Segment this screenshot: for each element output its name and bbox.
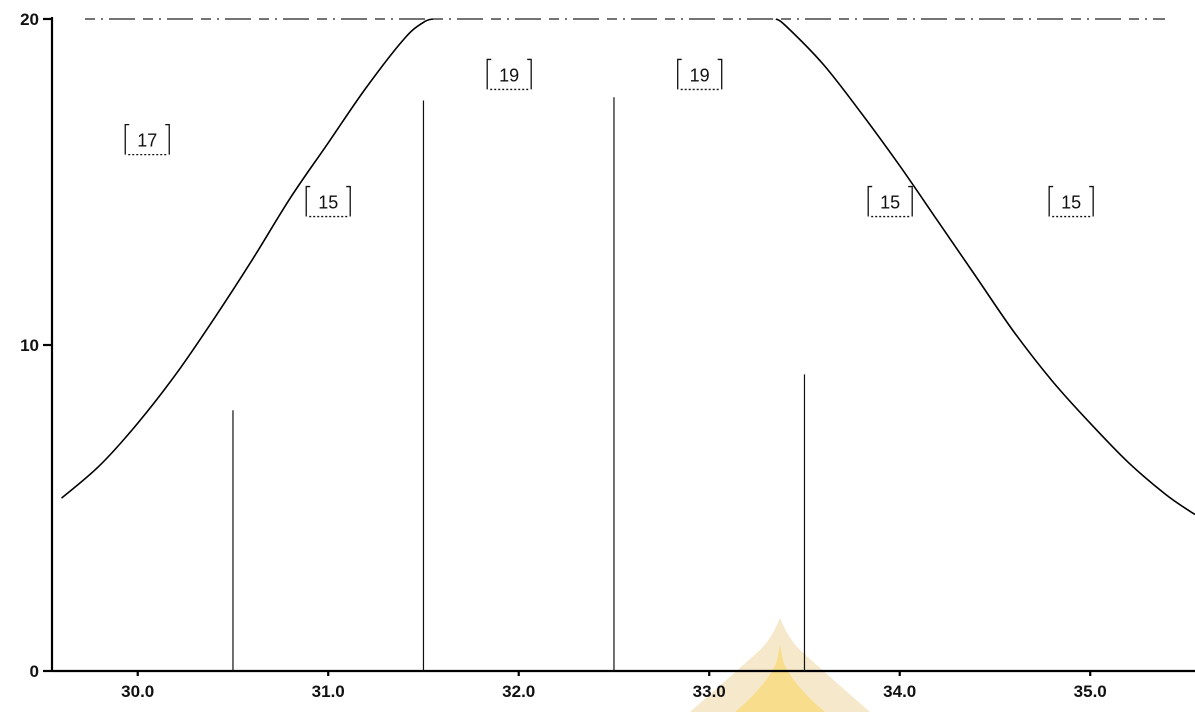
annotation-bracket-left xyxy=(677,58,682,90)
annotation: 17 xyxy=(124,123,170,156)
annotation-bracket-left xyxy=(867,185,873,217)
x-tick-label: 34.0 xyxy=(883,682,916,701)
annotation-bracket-left xyxy=(1048,185,1054,217)
x-tick-label: 32.0 xyxy=(502,682,535,701)
annotation: 19 xyxy=(486,58,532,91)
x-tick-label: 30.0 xyxy=(121,682,154,701)
annotation-label: 19 xyxy=(499,65,519,85)
annotation-bracket-right xyxy=(1089,185,1094,217)
annotation-label: 19 xyxy=(690,65,710,85)
annotation-bracket-right xyxy=(527,58,532,90)
annotation-bracket-right xyxy=(165,123,170,155)
y-tick-label: 20 xyxy=(20,10,39,29)
annotation-bracket-right xyxy=(908,185,913,217)
annotation-bracket-right xyxy=(717,58,723,90)
x-tick-label: 33.0 xyxy=(693,682,726,701)
x-tick-label: 31.0 xyxy=(312,682,345,701)
annotation: 15 xyxy=(1048,185,1094,218)
annotation-bracket-left xyxy=(305,185,311,217)
annotation-bracket-right xyxy=(346,185,351,217)
annotation-label: 15 xyxy=(318,193,338,213)
annotation-bracket-left xyxy=(124,123,130,155)
curve-line-1 xyxy=(60,18,434,499)
x-axis-ticks: 30.0 31.0 32.0 33.0 34.0 35.0 xyxy=(121,671,1107,701)
annotation: 15 xyxy=(867,185,913,218)
x-tick-label: 35.0 xyxy=(1074,682,1107,701)
y-tick-label: 10 xyxy=(20,336,39,355)
annotation-label: 17 xyxy=(137,131,157,151)
watermark xyxy=(690,618,870,712)
annotation-label: 15 xyxy=(880,193,900,213)
y-axis-ticks: 0 10 20 xyxy=(20,10,52,681)
peak-lines xyxy=(232,97,806,671)
annotation-labels: 17 15 19 19 15 15 xyxy=(124,58,1094,218)
curve-line-2 xyxy=(775,18,1195,516)
annotation-bracket-left xyxy=(486,58,492,90)
y-tick-label: 0 xyxy=(30,662,39,681)
annotation: 19 xyxy=(677,58,723,91)
annotation-label: 15 xyxy=(1061,193,1081,213)
annotation: 15 xyxy=(305,185,351,218)
curve-series xyxy=(60,18,1195,516)
